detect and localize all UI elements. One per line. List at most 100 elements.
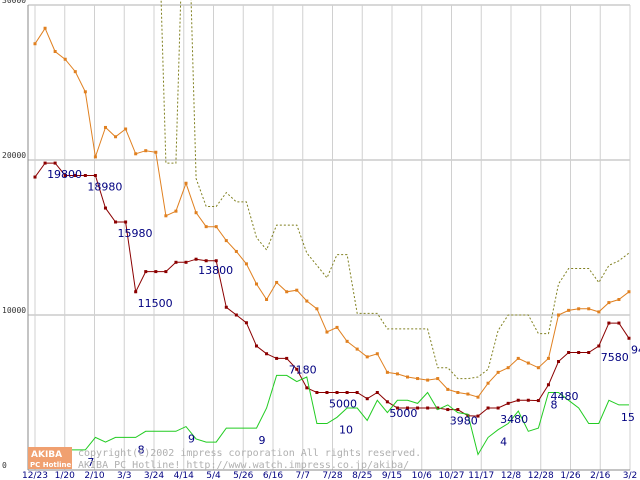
x-tick-label: 2/16 (590, 471, 610, 480)
data-point (597, 310, 601, 314)
data-point (607, 321, 611, 325)
grid (27, 4, 631, 471)
data-point (53, 161, 57, 165)
series-line-0 (34, 162, 630, 417)
data-point (134, 290, 138, 294)
data-point (365, 397, 369, 401)
data-point (567, 351, 571, 355)
series-line-3 (35, 374, 629, 456)
x-tick-label: 3/2 (623, 471, 637, 480)
data-point (557, 360, 561, 363)
data-point (446, 408, 450, 412)
data-point (124, 220, 128, 224)
data-point (385, 370, 389, 374)
data-label: 8 (138, 443, 145, 456)
data-point (295, 288, 299, 292)
x-tick-label: 5/4 (206, 471, 221, 480)
data-label: 10 (339, 423, 353, 436)
x-tick-label: 12/23 (22, 471, 48, 480)
data-point (204, 225, 208, 229)
x-tick-label: 1/20 (55, 471, 75, 480)
data-point (627, 336, 631, 340)
data-point (617, 298, 621, 301)
data-label: 19800 (47, 168, 82, 181)
data-point (285, 356, 289, 360)
data-point (496, 370, 500, 374)
data-point (103, 125, 107, 129)
data-point (265, 352, 269, 356)
data-point (224, 239, 228, 243)
data-point (275, 356, 279, 360)
data-point (456, 391, 460, 394)
data-point (275, 280, 279, 284)
data-point (325, 330, 329, 334)
data-label: 7580 (601, 351, 629, 364)
data-label: 18980 (87, 181, 122, 194)
data-point (33, 175, 37, 179)
data-point (114, 220, 118, 224)
x-tick-label: 8/25 (352, 471, 372, 480)
data-point (345, 339, 349, 343)
data-point (355, 347, 359, 351)
data-point (305, 386, 309, 390)
x-tick-label: 3/24 (144, 471, 164, 480)
data-label: 8 (550, 399, 557, 412)
data-label: 9480 (631, 343, 640, 356)
data-label: 15980 (118, 227, 153, 240)
data-point (436, 406, 440, 410)
copyright-watermark: AKIBA PC Hotline! copyright(c)2002 impre… (28, 447, 421, 471)
x-tick-label: 7/7 (296, 471, 310, 480)
data-point (526, 361, 530, 365)
data-point (265, 298, 269, 301)
data-point (154, 150, 158, 154)
data-point (395, 372, 399, 376)
data-point (184, 260, 188, 264)
x-tick-label: 10/27 (439, 471, 465, 480)
data-point (285, 290, 289, 294)
data-point (174, 209, 178, 213)
data-point (154, 270, 158, 274)
x-tick-label: 12/28 (528, 471, 554, 480)
data-point (546, 356, 550, 360)
data-point (124, 127, 128, 131)
x-tick-label: 7/28 (322, 471, 342, 480)
data-label: 9 (258, 434, 265, 447)
data-point (214, 225, 218, 229)
akiba-logo-bottom: PC Hotline! (30, 461, 74, 469)
data-point (224, 305, 228, 309)
series-line-2 (160, 0, 630, 380)
akiba-logo-box (28, 447, 72, 469)
data-point (43, 161, 47, 165)
data-point (295, 367, 299, 371)
data-point (43, 26, 47, 30)
x-tick-label: 12/8 (501, 471, 521, 480)
data-point (134, 152, 138, 156)
y-tick-label: 30000 (2, 0, 26, 5)
data-label: 3480 (500, 413, 528, 426)
data-point (335, 391, 339, 394)
data-point (244, 321, 248, 325)
x-tick-label: 6/16 (263, 471, 283, 480)
data-point (194, 211, 198, 215)
data-point (73, 174, 77, 177)
y-axis-ticks: 0 10000 20000 30000 (2, 0, 26, 470)
data-point (83, 90, 87, 94)
data-point (355, 391, 359, 394)
x-tick-label: 11/17 (468, 471, 494, 480)
data-point (375, 391, 379, 394)
site-url-line: AKIBA PC Hotline! http://www.watch.impre… (78, 460, 409, 471)
data-point (526, 398, 530, 402)
data-point (144, 270, 148, 274)
data-point (214, 259, 218, 263)
data-point (557, 313, 561, 317)
data-point (577, 307, 581, 311)
data-label: 7180 (289, 363, 317, 376)
data-point (476, 395, 480, 399)
data-point (406, 406, 410, 410)
data-point (476, 414, 480, 418)
akiba-logo-top: AKIBA (31, 450, 62, 460)
data-point (335, 325, 339, 329)
data-point (164, 270, 168, 274)
data-point (365, 355, 369, 359)
